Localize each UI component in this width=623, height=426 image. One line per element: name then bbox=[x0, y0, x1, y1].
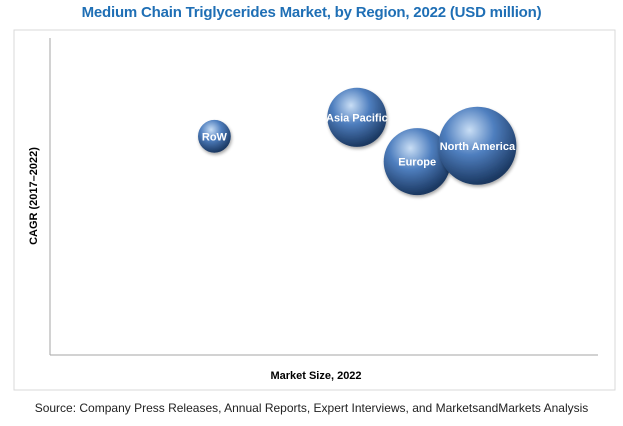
bubble-label-row: RoW bbox=[202, 131, 228, 143]
chart-title: Medium Chain Triglycerides Market, by Re… bbox=[81, 4, 542, 21]
bubble-label-north-america: North America bbox=[440, 141, 516, 153]
plot-frame bbox=[13, 29, 616, 391]
bubble-label-asia-pacific: Asia Pacific bbox=[326, 112, 388, 124]
bubble-north-america bbox=[438, 106, 517, 185]
bubble-row bbox=[198, 119, 231, 153]
bubble-layer: RoW Asia Pacific Europe North America bbox=[198, 87, 517, 196]
y-axis-label: CAGR (2017–2022) bbox=[28, 147, 40, 245]
bubble-label-europe: Europe bbox=[398, 157, 436, 169]
x-axis-label: Market Size, 2022 bbox=[270, 370, 361, 382]
bubble-asia-pacific bbox=[327, 87, 387, 147]
chart-source: Source: Company Press Releases, Annual R… bbox=[34, 401, 589, 415]
bubble-europe bbox=[383, 128, 451, 196]
